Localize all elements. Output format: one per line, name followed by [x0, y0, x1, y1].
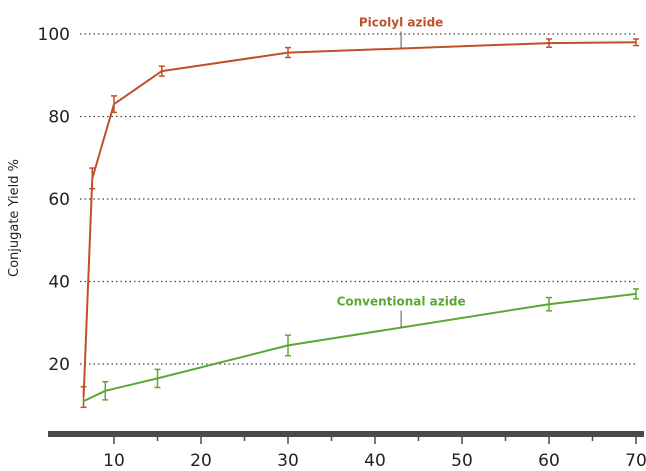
error-bar: [633, 288, 639, 300]
error-bar: [633, 38, 639, 47]
y-axis-label: Conjugate Yield %: [7, 159, 22, 277]
grid-lines: [80, 33, 636, 365]
error-bar: [89, 167, 96, 190]
series-line-1: [83, 292, 637, 403]
y-tick-label-100: 100: [38, 25, 70, 45]
x-tick-label-30: 30: [277, 451, 299, 467]
error-bar: [158, 65, 165, 77]
annotation-label: Conventional azide: [337, 295, 466, 309]
x-tick-label-50: 50: [451, 451, 473, 467]
y-tick-label-40: 40: [48, 273, 70, 293]
x-axis: 10 20 30 40 50 60 70: [48, 431, 646, 471]
series-line-0: [82, 41, 637, 398]
error-bar: [80, 385, 87, 409]
y-tick-label-80: 80: [48, 108, 70, 128]
series-group: [80, 38, 639, 409]
series-1: [83, 288, 639, 403]
x-tick-label-10: 10: [103, 451, 125, 467]
x-axis-bar: [48, 431, 644, 437]
series-0: [80, 38, 639, 409]
error-bar: [546, 296, 552, 312]
x-tick-label-70: 70: [625, 451, 646, 467]
error-bar: [285, 46, 291, 59]
x-tick-label-60: 60: [538, 451, 560, 467]
x-tick-label-40: 40: [364, 451, 386, 467]
y-tick-label-20: 20: [48, 355, 70, 375]
error-bar: [111, 95, 117, 114]
series-annotation-1: Conventional azide: [337, 295, 466, 328]
annotation-label: Picolyl azide: [359, 15, 443, 29]
y-tick-labels: 20 40 60 80 100: [38, 25, 70, 375]
x-tick-label-20: 20: [190, 451, 212, 467]
error-bar: [285, 334, 291, 357]
y-tick-label-60: 60: [48, 190, 70, 210]
error-bar: [546, 38, 552, 48]
series-annotations: Picolyl azide Conventional azide: [337, 15, 466, 328]
series-annotation-0: Picolyl azide: [359, 15, 443, 49]
error-bar: [102, 380, 109, 401]
error-bar: [154, 368, 161, 389]
